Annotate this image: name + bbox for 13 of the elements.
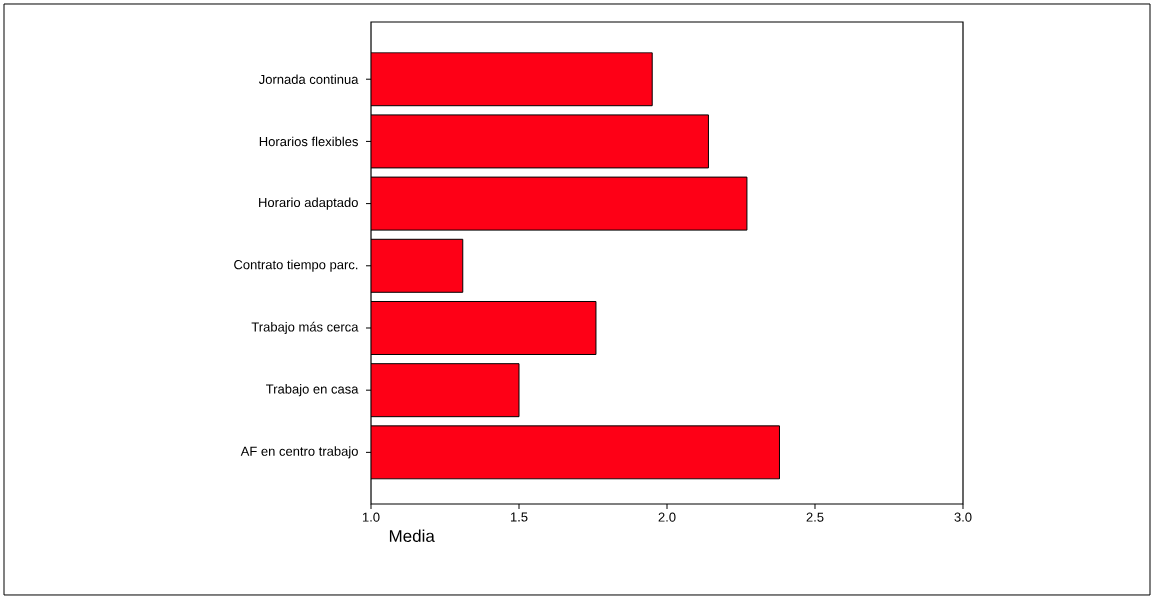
y-tick-label: Trabajo más cerca: [251, 321, 359, 335]
y-tick-label: Horario adaptado: [259, 197, 358, 210]
y-tick-label: Contrato tiempo parc.: [234, 259, 358, 272]
y-tick-label: Jornada continua: [258, 74, 359, 84]
x-axis-title: Media: [389, 529, 435, 543]
x-tick-label: 2.5: [806, 512, 824, 522]
x-tick-label: 1.0: [362, 512, 380, 522]
x-tick-label: 2.0: [658, 512, 676, 522]
y-tick-label: AF en centro trabajo: [240, 446, 358, 459]
y-tick-label: Horarios flexibles: [259, 136, 358, 147]
x-tick-label: 3.0: [954, 512, 972, 522]
x-tick-label: 1.5: [510, 512, 528, 522]
y-tick-label: Trabajo en casa: [266, 384, 359, 397]
